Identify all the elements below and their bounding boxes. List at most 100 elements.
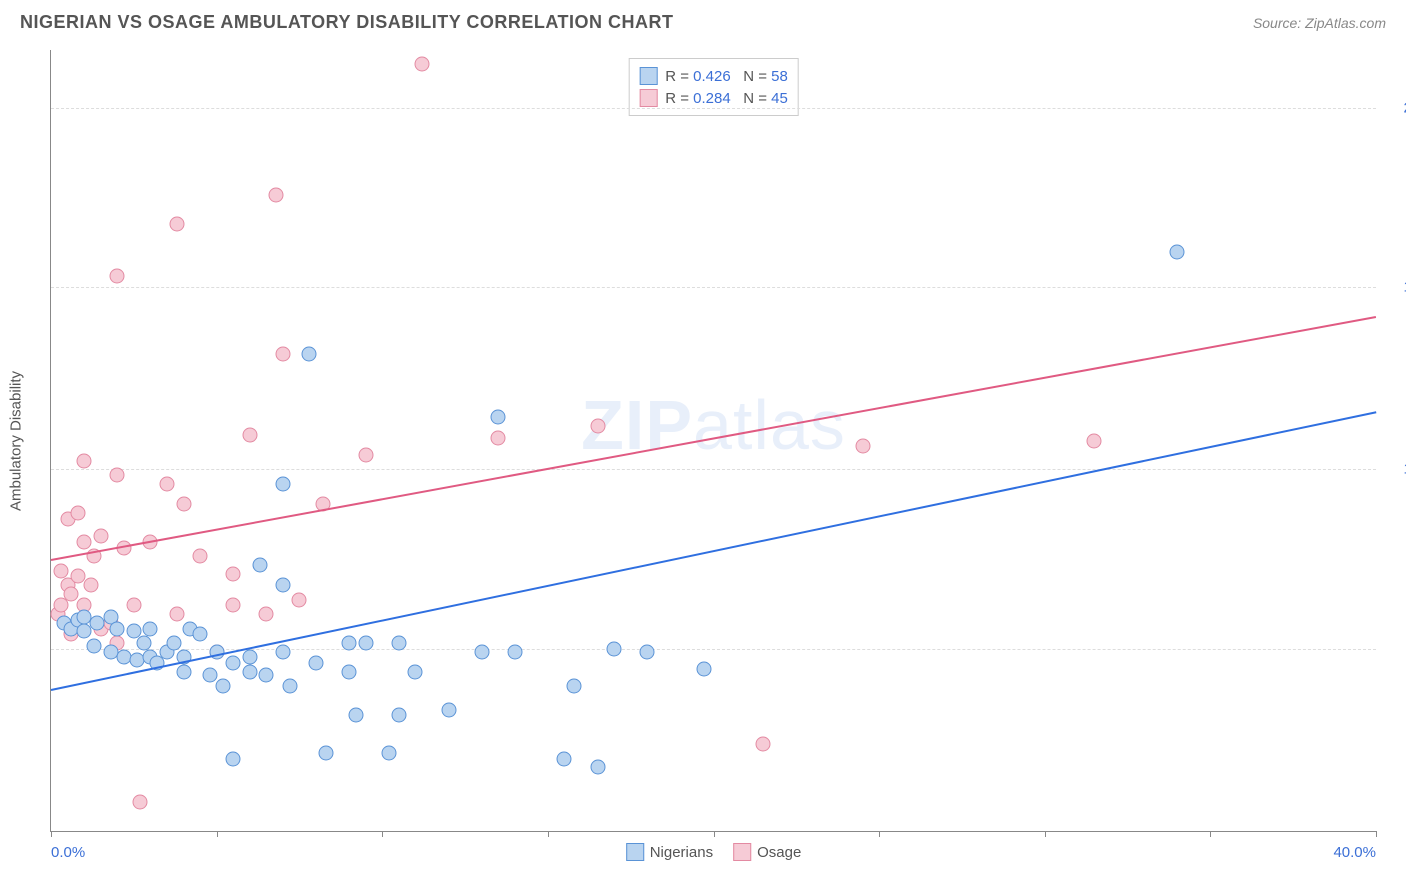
legend-swatch — [733, 843, 751, 861]
legend-label: Nigerians — [650, 844, 713, 861]
scatter-point-nigerians — [590, 760, 605, 775]
scatter-point-osage — [193, 549, 208, 564]
x-tick — [51, 831, 52, 837]
scatter-point-osage — [590, 419, 605, 434]
y-tick-label: 25.0% — [1386, 99, 1406, 116]
scatter-point-nigerians — [507, 644, 522, 659]
y-axis-label: Ambulatory Disability — [8, 370, 25, 510]
x-tick — [1376, 831, 1377, 837]
legend-swatch — [626, 843, 644, 861]
scatter-point-osage — [358, 447, 373, 462]
scatter-point-osage — [77, 453, 92, 468]
scatter-point-nigerians — [216, 679, 231, 694]
x-axis-min-label: 0.0% — [51, 844, 85, 861]
scatter-point-nigerians — [391, 635, 406, 650]
legend-swatch — [639, 67, 657, 85]
scatter-point-nigerians — [275, 578, 290, 593]
x-tick — [548, 831, 549, 837]
scatter-point-osage — [756, 737, 771, 752]
x-tick — [382, 831, 383, 837]
scatter-point-osage — [491, 430, 506, 445]
scatter-point-osage — [169, 216, 184, 231]
x-tick — [714, 831, 715, 837]
scatter-point-nigerians — [309, 656, 324, 671]
scatter-point-osage — [63, 586, 78, 601]
scatter-point-nigerians — [87, 638, 102, 653]
scatter-point-nigerians — [474, 644, 489, 659]
x-tick — [1210, 831, 1211, 837]
scatter-point-nigerians — [391, 708, 406, 723]
stats-text: R = 0.426 N = 58 — [665, 68, 788, 85]
scatter-point-nigerians — [1170, 245, 1185, 260]
scatter-point-osage — [93, 528, 108, 543]
scatter-point-nigerians — [381, 745, 396, 760]
scatter-point-osage — [292, 592, 307, 607]
series-legend: Nigerians Osage — [626, 843, 802, 861]
gridline — [51, 287, 1376, 288]
scatter-point-nigerians — [282, 679, 297, 694]
scatter-chart: Ambulatory Disability ZIPatlas 0.0% 40.0… — [50, 50, 1376, 832]
scatter-point-nigerians — [567, 679, 582, 694]
scatter-point-nigerians — [408, 664, 423, 679]
scatter-point-osage — [226, 598, 241, 613]
source-attribution: Source: ZipAtlas.com — [1253, 15, 1386, 31]
scatter-point-osage — [53, 563, 68, 578]
scatter-point-osage — [83, 578, 98, 593]
scatter-point-osage — [269, 187, 284, 202]
scatter-point-nigerians — [136, 635, 151, 650]
stats-text: R = 0.284 N = 45 — [665, 90, 788, 107]
scatter-point-osage — [159, 476, 174, 491]
scatter-point-osage — [70, 505, 85, 520]
scatter-point-nigerians — [441, 702, 456, 717]
scatter-point-nigerians — [640, 644, 655, 659]
gridline — [51, 108, 1376, 109]
gridline — [51, 469, 1376, 470]
x-tick — [879, 831, 880, 837]
scatter-point-nigerians — [143, 621, 158, 636]
scatter-point-nigerians — [166, 635, 181, 650]
scatter-point-nigerians — [259, 667, 274, 682]
legend-item: Nigerians — [626, 843, 713, 861]
scatter-point-nigerians — [226, 751, 241, 766]
scatter-point-nigerians — [242, 650, 257, 665]
stats-legend-row: R = 0.284 N = 45 — [639, 87, 788, 109]
scatter-point-nigerians — [193, 627, 208, 642]
scatter-point-nigerians — [226, 656, 241, 671]
legend-item: Osage — [733, 843, 801, 861]
scatter-point-nigerians — [318, 745, 333, 760]
scatter-point-nigerians — [342, 664, 357, 679]
scatter-point-nigerians — [607, 641, 622, 656]
watermark-rest: atlas — [693, 386, 846, 464]
scatter-point-osage — [77, 534, 92, 549]
scatter-point-nigerians — [252, 557, 267, 572]
x-tick — [1045, 831, 1046, 837]
x-axis-max-label: 40.0% — [1333, 844, 1376, 861]
scatter-point-osage — [169, 607, 184, 622]
scatter-point-nigerians — [491, 410, 506, 425]
scatter-point-osage — [259, 607, 274, 622]
scatter-point-osage — [275, 346, 290, 361]
legend-label: Osage — [757, 844, 801, 861]
y-tick-label: 18.8% — [1386, 279, 1406, 296]
scatter-point-nigerians — [176, 664, 191, 679]
scatter-point-nigerians — [203, 667, 218, 682]
scatter-point-osage — [1087, 433, 1102, 448]
y-tick-label: 12.5% — [1386, 461, 1406, 478]
legend-swatch — [639, 89, 657, 107]
scatter-point-osage — [415, 57, 430, 72]
scatter-point-osage — [126, 598, 141, 613]
scatter-point-osage — [242, 427, 257, 442]
stats-legend-row: R = 0.426 N = 58 — [639, 65, 788, 87]
scatter-point-nigerians — [358, 635, 373, 650]
scatter-point-nigerians — [342, 635, 357, 650]
scatter-point-nigerians — [696, 662, 711, 677]
x-tick — [217, 831, 218, 837]
scatter-point-osage — [110, 468, 125, 483]
scatter-point-nigerians — [110, 621, 125, 636]
scatter-point-osage — [133, 795, 148, 810]
scatter-point-nigerians — [275, 476, 290, 491]
scatter-point-nigerians — [348, 708, 363, 723]
scatter-point-nigerians — [275, 644, 290, 659]
scatter-point-nigerians — [557, 751, 572, 766]
scatter-point-nigerians — [302, 346, 317, 361]
